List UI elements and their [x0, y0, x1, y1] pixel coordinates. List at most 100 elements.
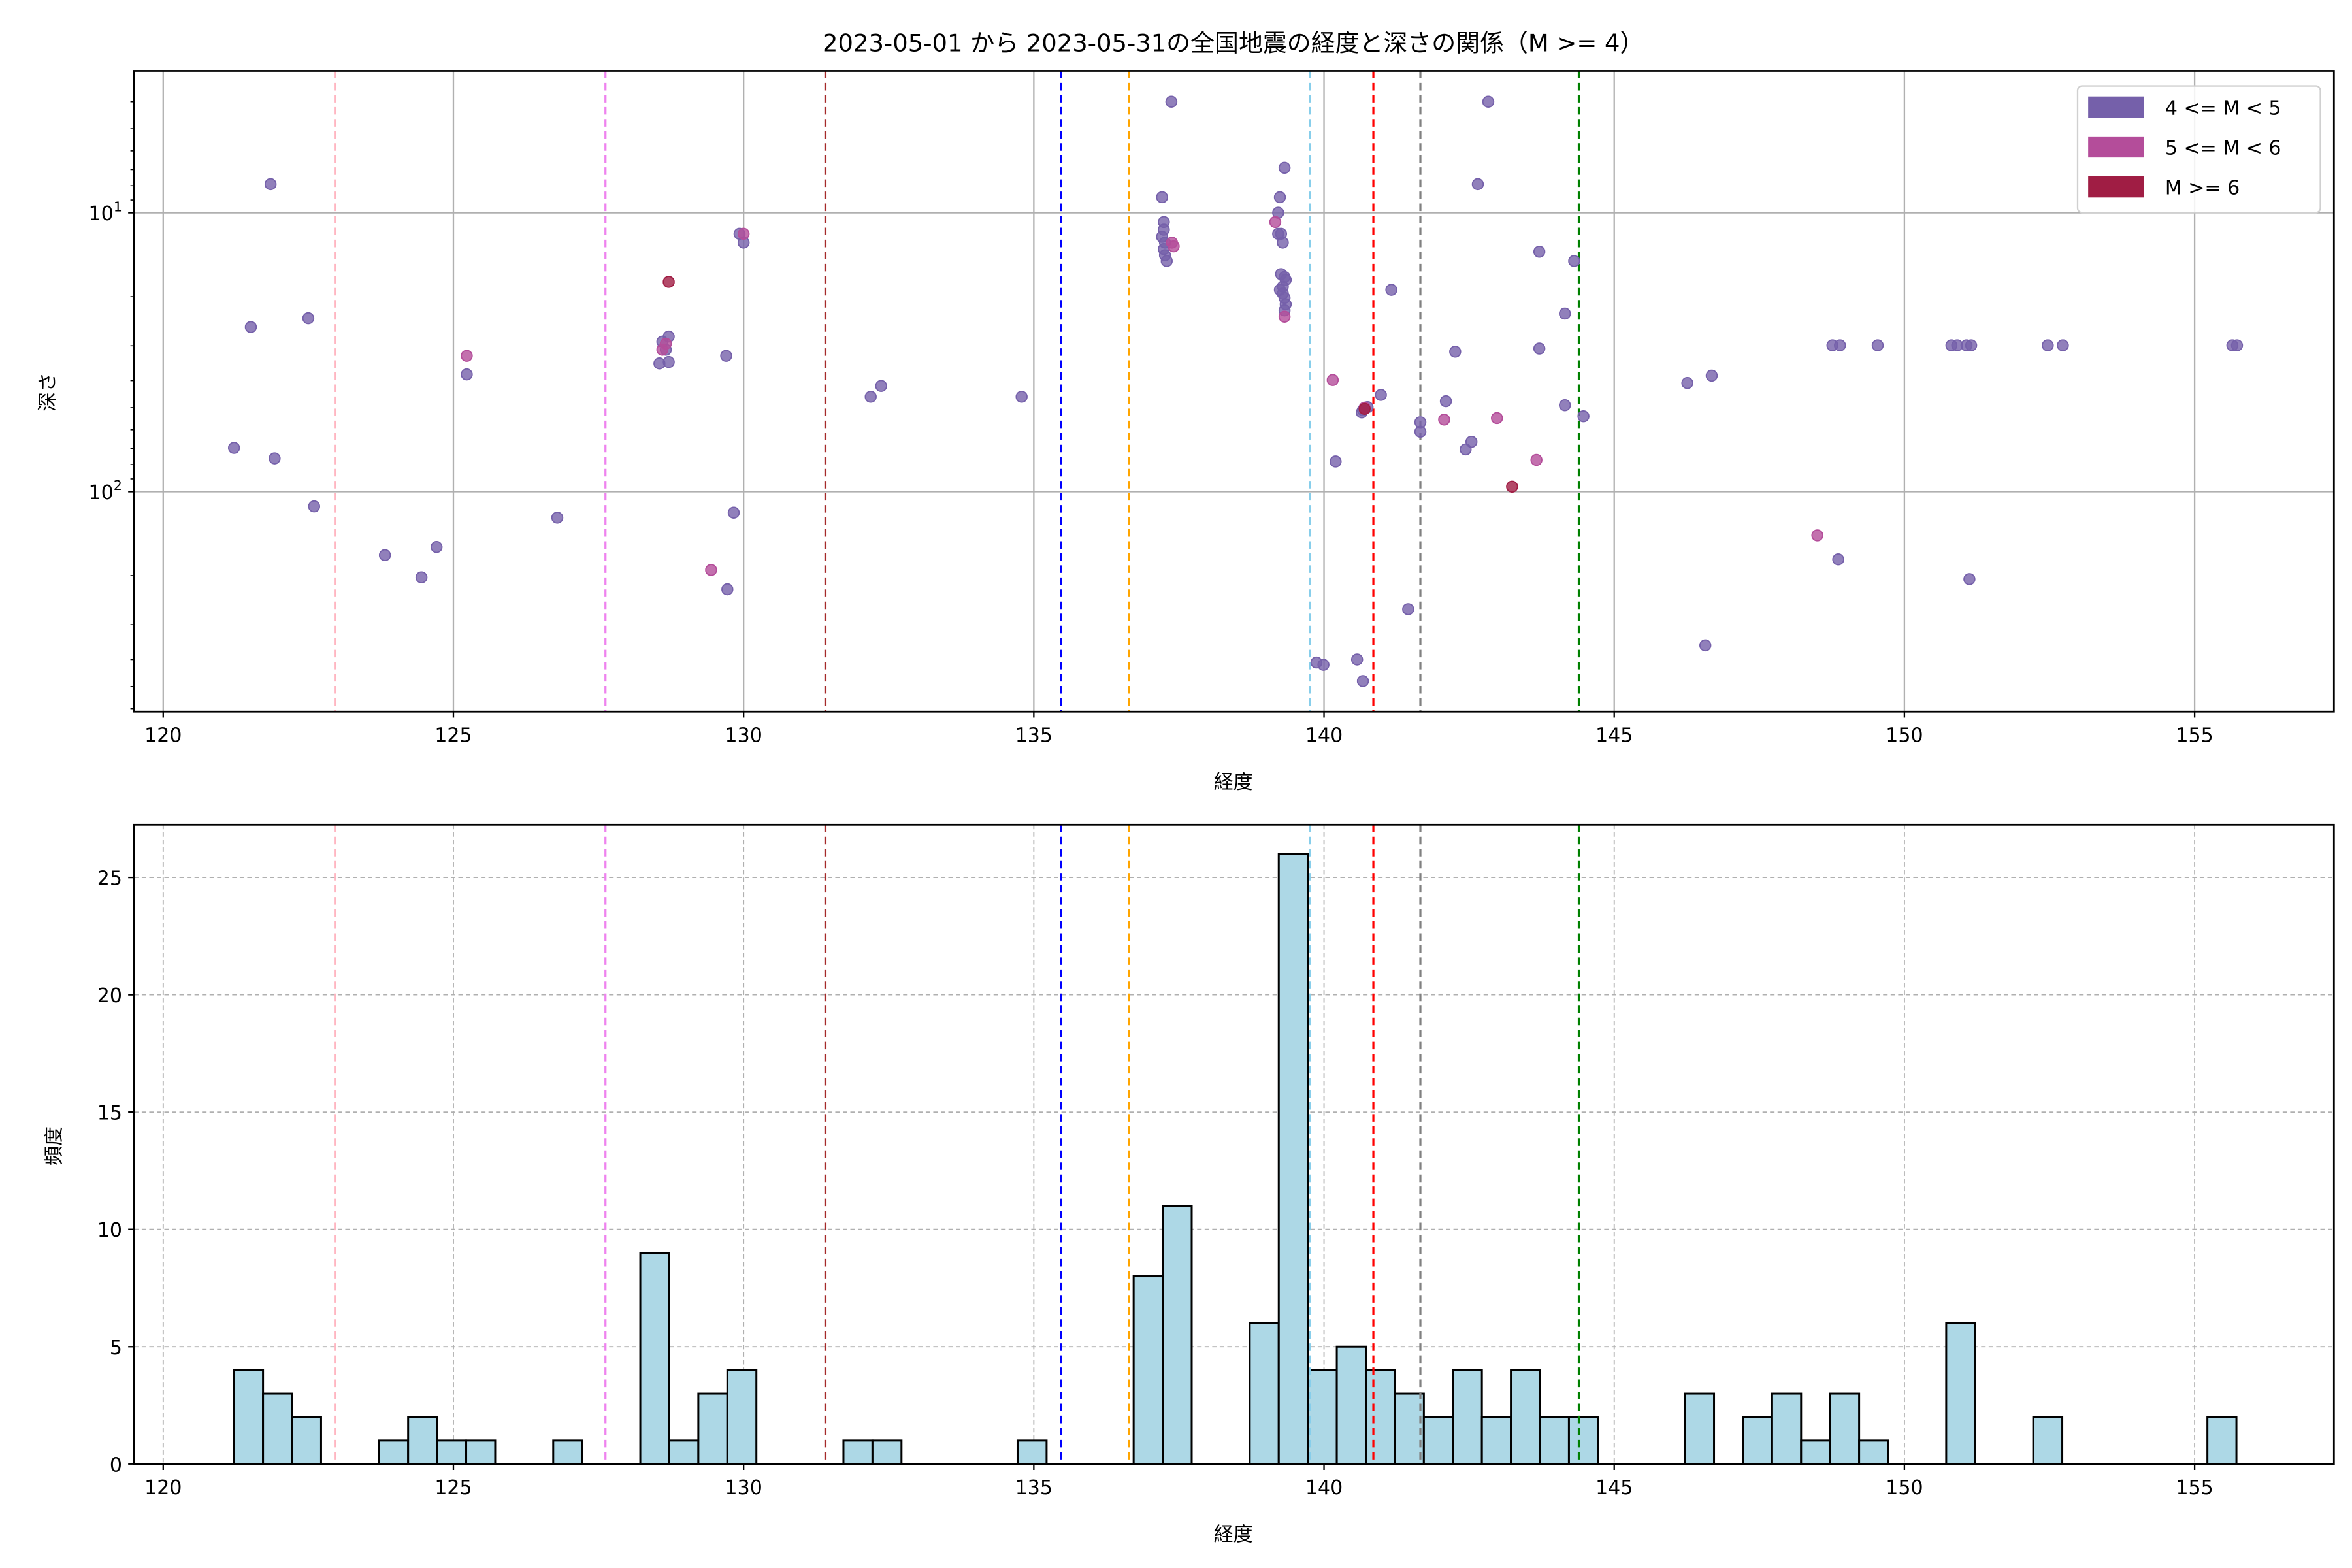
histogram-bar — [465, 1439, 497, 1465]
data-point-series-0 — [727, 506, 740, 519]
data-point-series-0 — [1705, 369, 1718, 382]
x-tick-label: 140 — [1305, 724, 1343, 747]
data-point-series-0 — [1317, 659, 1330, 671]
data-point-series-0 — [1165, 95, 1178, 108]
histogram-axes: 120 125 130 135 140 145 150 155 0 5 10 15 20 25 — [97, 823, 2335, 1499]
data-point-series-0 — [1471, 178, 1484, 191]
data-point-series-0 — [1465, 436, 1478, 448]
x-tick-label: 125 — [434, 724, 472, 747]
scatter-axes: 120 125 130 135 140 145 150 155 101 102 4 <= M < 5… — [89, 70, 2335, 747]
data-point-series-0 — [1385, 284, 1397, 296]
histogram-bar — [233, 1369, 265, 1465]
data-point-series-2 — [1358, 402, 1371, 416]
data-point-series-0 — [1402, 603, 1414, 615]
histogram-bar — [668, 1439, 700, 1465]
x-tick-label: 135 — [1015, 724, 1053, 747]
data-point-series-0 — [430, 541, 443, 553]
data-point-series-0 — [1350, 653, 1364, 666]
data-point-series-0 — [1834, 339, 1846, 351]
histogram-bar — [436, 1439, 468, 1465]
data-point-series-0 — [1558, 399, 1571, 412]
data-point-series-0 — [1015, 391, 1028, 403]
histogram-bar — [1510, 1369, 1541, 1465]
data-point-series-1 — [737, 227, 750, 240]
histogram-bar — [552, 1439, 583, 1465]
data-point-series-0 — [1279, 274, 1292, 286]
data-point-series-0 — [1558, 307, 1571, 320]
data-point-series-0 — [875, 380, 887, 392]
data-point-series-1 — [659, 337, 672, 350]
x-tick-label: 130 — [725, 1477, 762, 1499]
histogram-bar — [1335, 1345, 1367, 1465]
histogram-bar — [1800, 1439, 1831, 1465]
data-point-series-0 — [1871, 339, 1884, 351]
x-tick-label: 155 — [2176, 724, 2213, 747]
data-point-series-0 — [1832, 553, 1844, 566]
data-point-series-0 — [1965, 339, 1978, 351]
plot-frame — [133, 70, 2335, 713]
legend-label: 4 <= M < 5 — [2165, 97, 2281, 120]
data-point-series-0 — [1356, 675, 1369, 687]
histogram-bar — [1567, 1416, 1599, 1465]
data-point-series-0 — [1533, 342, 1546, 355]
data-point-series-0 — [269, 452, 281, 465]
data-point-series-0 — [1482, 95, 1495, 108]
data-point-series-0 — [1160, 255, 1173, 267]
x-tick-label: 140 — [1305, 1477, 1343, 1499]
histogram-x-label: 経度 — [1214, 1523, 1253, 1546]
y-tick-label: 0 — [110, 1454, 122, 1477]
histogram-bar — [1394, 1392, 1425, 1465]
data-point-series-0 — [1533, 246, 1546, 258]
scatter-y-label: 深さ — [37, 372, 59, 412]
histogram-bar — [1422, 1416, 1454, 1465]
data-point-series-0 — [2057, 339, 2069, 351]
data-point-series-0 — [1272, 227, 1284, 240]
y-tick-label: 10 — [97, 1219, 122, 1242]
legend-swatch — [2088, 176, 2144, 198]
data-point-series-0 — [308, 500, 321, 513]
data-point-series-0 — [721, 583, 734, 596]
data-point-series-1 — [1438, 414, 1450, 426]
x-tick-label: 130 — [725, 724, 762, 747]
data-point-series-0 — [2230, 339, 2244, 351]
chart-title: 2023-05-01 から 2023-05-31の全国地震の経度と深さの関係（M… — [823, 29, 1644, 57]
data-point-series-0 — [1681, 377, 1693, 389]
y-tick-label: 101 — [89, 199, 122, 225]
histogram-bar — [1742, 1416, 1773, 1465]
data-point-series-0 — [1699, 639, 1712, 652]
histogram-bar — [1277, 853, 1309, 1465]
data-point-series-1 — [1530, 453, 1543, 466]
data-point-series-0 — [662, 355, 675, 368]
data-point-series-0 — [1375, 389, 1387, 401]
legend-label: 5 <= M < 6 — [2165, 137, 2281, 160]
histogram-bar — [1452, 1369, 1483, 1465]
data-point-series-0 — [1278, 161, 1291, 174]
x-tick-label: 120 — [144, 724, 182, 747]
y-tick-label: 20 — [97, 985, 122, 1007]
data-point-series-0 — [864, 391, 877, 403]
data-point-series-1 — [1269, 216, 1282, 229]
data-point-series-1 — [1326, 374, 1339, 386]
data-point-series-0 — [1439, 395, 1452, 408]
data-point-series-1 — [1491, 412, 1503, 425]
data-point-series-0 — [2042, 339, 2054, 351]
histogram-bar — [2032, 1416, 2064, 1465]
data-point-series-1 — [1278, 310, 1291, 323]
x-tick-label: 145 — [1595, 724, 1633, 747]
data-point-series-1 — [461, 350, 473, 362]
data-point-series-0 — [1568, 255, 1580, 267]
histogram-bar — [1249, 1322, 1280, 1465]
data-point-series-0 — [1156, 191, 1168, 204]
data-point-series-0 — [415, 571, 428, 583]
histogram-y-label: 頻度 — [42, 1126, 65, 1166]
histogram-bar — [407, 1416, 438, 1465]
histogram-bar — [1365, 1369, 1396, 1465]
x-tick-label: 120 — [144, 1477, 182, 1499]
x-tick-label: 125 — [434, 1477, 472, 1499]
histogram-bar — [1539, 1416, 1570, 1465]
data-point-series-2 — [1506, 480, 1518, 493]
histogram-bar — [842, 1439, 874, 1465]
x-tick-label: 145 — [1595, 1477, 1633, 1499]
data-point-series-0 — [264, 178, 277, 191]
